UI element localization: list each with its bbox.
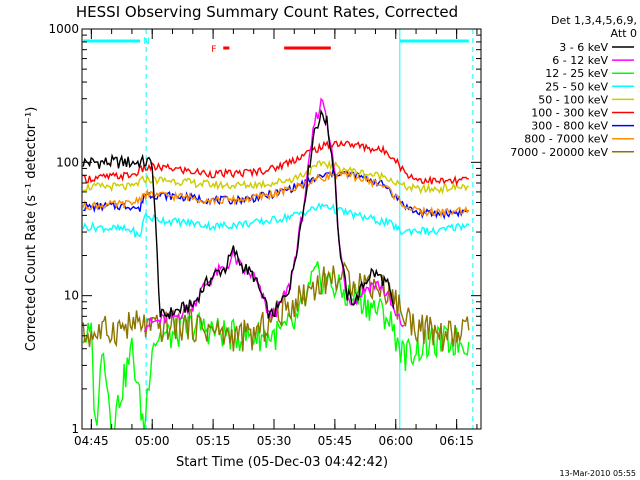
series-line-5 bbox=[82, 139, 469, 187]
axis-layer: 04:45 05:00 05:15 05:30 05:45 06:00 06:15 1 10 10… bbox=[48, 22, 481, 448]
legend-label-4: 50 - 100 keV bbox=[538, 93, 608, 106]
night-label: N bbox=[143, 37, 150, 47]
x-tick-label-5: 06:00 bbox=[378, 434, 413, 448]
legend-label-2: 12 - 25 keV bbox=[545, 67, 608, 80]
legend-label-5: 100 - 300 keV bbox=[531, 107, 608, 120]
y-tick-label-0: 1 bbox=[71, 422, 79, 436]
x-tick-label-3: 05:30 bbox=[257, 434, 292, 448]
series-line-7 bbox=[82, 169, 470, 219]
series-line-3 bbox=[82, 202, 470, 238]
x-tick-label-4: 05:45 bbox=[318, 434, 353, 448]
legend-label-1: 6 - 12 keV bbox=[552, 54, 608, 67]
x-tick-label-2: 05:15 bbox=[196, 434, 231, 448]
series-line-0 bbox=[82, 108, 395, 320]
legend-label-0: 3 - 6 keV bbox=[559, 41, 608, 54]
y-tick-label-1: 10 bbox=[64, 289, 79, 303]
legend-label-6: 300 - 800 keV bbox=[531, 120, 608, 133]
legend-label-3: 25 - 50 keV bbox=[545, 80, 608, 93]
legend-label-7: 800 - 7000 keV bbox=[524, 133, 608, 146]
x-tick-label-6: 06:15 bbox=[439, 434, 474, 448]
plot-frame bbox=[81, 28, 482, 430]
footer-date: 13-Mar-2010 05:55 bbox=[560, 469, 637, 478]
x-tick-label-1: 05:00 bbox=[135, 434, 170, 448]
legend-label-8: 7000 - 20000 keV bbox=[510, 146, 608, 159]
y-tick-label-2: 100 bbox=[56, 155, 79, 169]
series-layer bbox=[82, 97, 470, 429]
y-axis-label: Corrected Count Rate (s⁻¹ detector⁻¹) bbox=[24, 107, 39, 352]
flare-label: F bbox=[211, 45, 216, 55]
y-tick-label-3: 1000 bbox=[48, 22, 79, 36]
x-axis-label: Start Time (05-Dec-03 04:42:42) bbox=[176, 455, 388, 470]
series-line-4 bbox=[82, 159, 469, 195]
legend-header-0: Det 1,3,4,5,6,9, bbox=[551, 14, 637, 27]
chart-title: HESSI Observing Summary Count Rates, Cor… bbox=[76, 3, 458, 21]
legend-header-1: Att 0 bbox=[611, 27, 637, 40]
series-line-2 bbox=[82, 261, 470, 429]
x-tick-label-0: 04:45 bbox=[74, 434, 109, 448]
